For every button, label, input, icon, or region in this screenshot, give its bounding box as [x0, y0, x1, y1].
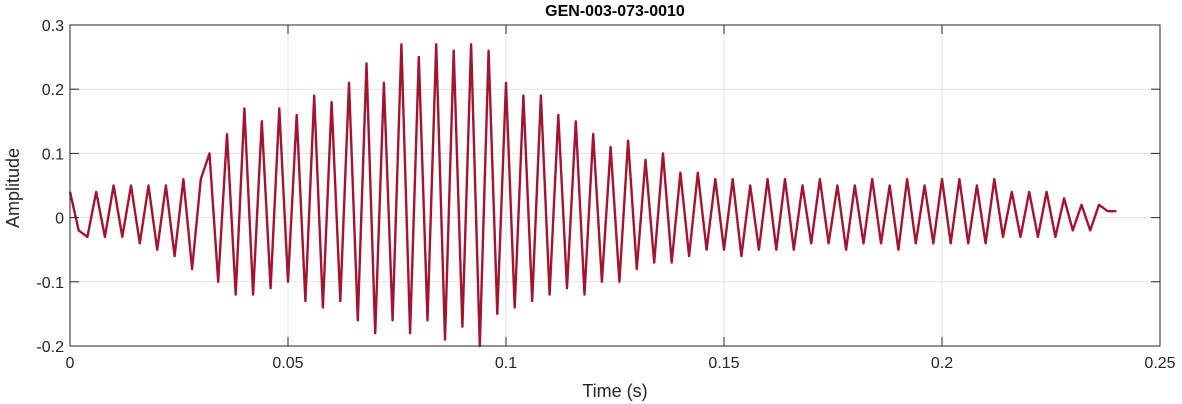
x-axis-label: Time (s): [582, 381, 647, 401]
x-axis: 0 0.05 0.1 0.15 0.2 0.25: [66, 25, 1176, 372]
x-tick-label: 0.2: [931, 355, 953, 372]
y-axis-label: Amplitude: [3, 148, 23, 228]
y-tick-label: -0.1: [36, 275, 64, 292]
x-tick-label: 0.25: [1144, 355, 1175, 372]
x-tick-label: 0.05: [272, 355, 303, 372]
grid: [69, 24, 1161, 347]
x-tick-label: 0: [66, 355, 75, 372]
y-tick-label: 0: [55, 211, 64, 228]
y-tick-label: 0.2: [42, 82, 64, 99]
x-tick-label: 0.1: [495, 355, 517, 372]
y-tick-label: -0.2: [36, 339, 64, 356]
signal-line: [68, 43, 1117, 348]
plot-frame: [69, 24, 1161, 347]
y-tick-label: 0.3: [42, 18, 64, 35]
y-axis: -0.2 -0.1 0 0.1 0.2 0.3: [36, 18, 1160, 356]
x-tick-label: 0.15: [708, 355, 739, 372]
chart-title: GEN-003-073-0010: [545, 3, 685, 20]
y-tick-label: 0.1: [42, 146, 64, 163]
